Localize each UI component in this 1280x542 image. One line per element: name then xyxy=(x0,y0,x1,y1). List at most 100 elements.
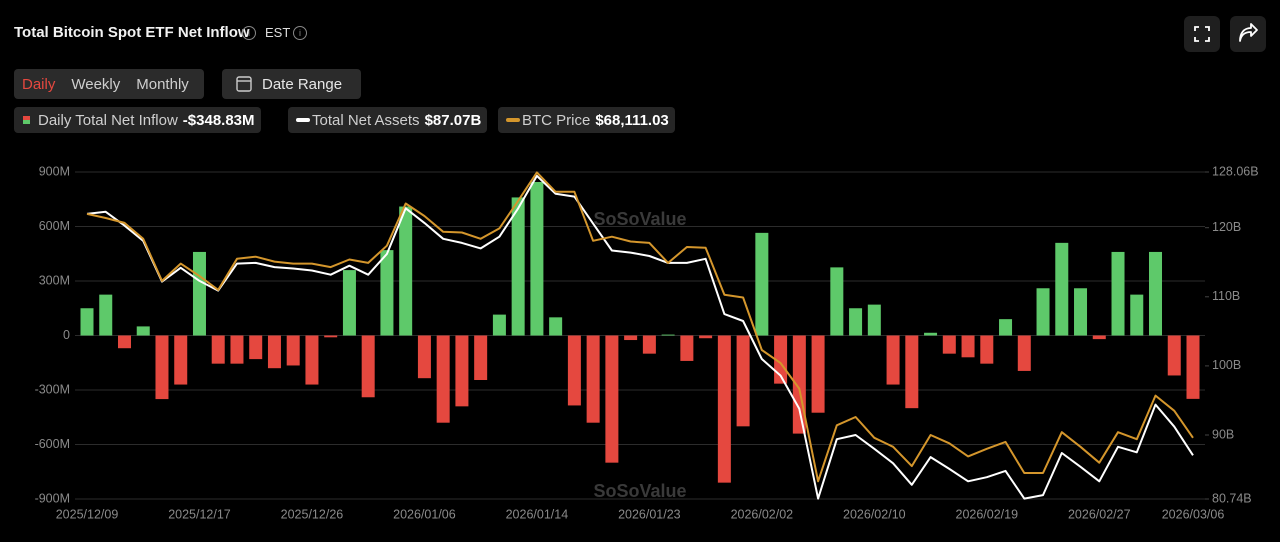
bar xyxy=(792,335,806,434)
legend-item[interactable]: BTC Price $68,111.03 xyxy=(498,107,675,133)
bar xyxy=(642,335,656,354)
bar xyxy=(717,335,731,483)
bar xyxy=(267,335,281,369)
y2-tick-label: 100B xyxy=(1212,358,1241,372)
y-tick-label: 600M xyxy=(39,219,70,233)
bar xyxy=(680,335,694,361)
y-tick-label: -900M xyxy=(35,491,70,505)
bar xyxy=(1130,294,1144,336)
fullscreen-icon xyxy=(1194,26,1210,42)
bar xyxy=(924,332,938,336)
bar xyxy=(1055,242,1069,336)
bar xyxy=(661,334,675,336)
share-button[interactable] xyxy=(1230,16,1266,52)
legend-name: Daily Total Net Inflow xyxy=(38,111,178,129)
date-range-button[interactable]: Date Range xyxy=(222,69,361,99)
bar xyxy=(624,335,638,341)
bar xyxy=(905,335,919,409)
x-tick-label: 2025/12/26 xyxy=(281,507,344,521)
bar xyxy=(567,335,581,406)
x-tick-label: 2026/02/02 xyxy=(731,507,794,521)
bar xyxy=(1092,335,1106,340)
bar xyxy=(286,335,300,366)
period-tabs: Daily Weekly Monthly xyxy=(14,69,204,99)
bar xyxy=(830,267,844,336)
bar xyxy=(530,181,544,336)
bar xyxy=(211,335,225,364)
legend-name: Total Net Assets xyxy=(312,111,420,129)
tab[interactable]: Monthly xyxy=(136,75,189,93)
y2-tick-label: 110B xyxy=(1212,289,1240,303)
bar xyxy=(1167,335,1181,376)
y-tick-label: 0 xyxy=(63,328,70,342)
legend-name: BTC Price xyxy=(522,111,591,129)
bar xyxy=(980,335,994,364)
bar xyxy=(1074,288,1088,336)
y2-tick-label: 90B xyxy=(1212,427,1234,441)
bar xyxy=(811,335,825,413)
x-tick-label: 2025/12/17 xyxy=(168,507,231,521)
bar xyxy=(1186,335,1200,399)
calendar-icon xyxy=(236,76,252,92)
x-tick-label: 2026/02/19 xyxy=(956,507,1019,521)
legend-value: $68,111.03 xyxy=(595,111,669,129)
x-tick-label: 2026/02/10 xyxy=(843,507,906,521)
tab[interactable]: Weekly xyxy=(71,75,121,93)
line xyxy=(86,171,1194,483)
bar xyxy=(305,335,319,385)
bar xyxy=(1036,288,1050,336)
info-icon[interactable]: i xyxy=(242,26,256,40)
y-tick-label: -300M xyxy=(35,382,70,396)
bar xyxy=(230,335,244,364)
bar xyxy=(886,335,900,385)
bar xyxy=(1017,335,1031,371)
bar xyxy=(117,335,131,349)
bar xyxy=(549,317,563,336)
bar xyxy=(324,335,338,338)
bar xyxy=(417,335,431,379)
bar xyxy=(455,335,469,407)
bar xyxy=(155,335,169,400)
bar xyxy=(436,335,450,423)
bar xyxy=(399,206,413,336)
bar xyxy=(999,319,1013,336)
bar xyxy=(474,335,488,381)
legend-item[interactable]: Daily Total Net Inflow -$348.83M xyxy=(14,107,261,133)
watermark: SoSoValue xyxy=(593,209,686,229)
bar xyxy=(849,308,863,336)
bar xyxy=(361,335,375,398)
bar xyxy=(961,335,975,358)
title: Total Bitcoin Spot ETF Net Inflow xyxy=(14,24,250,41)
watermark: SoSoValue xyxy=(593,481,686,501)
y2-tick-label: 80.74B xyxy=(1212,491,1252,505)
bar xyxy=(1149,251,1163,336)
bar xyxy=(755,232,769,336)
y2-tick-label: 128.06B xyxy=(1212,164,1259,178)
fullscreen-button[interactable] xyxy=(1184,16,1220,52)
legend-item[interactable]: Total Net Assets $87.07B xyxy=(288,107,488,133)
bar xyxy=(80,308,94,336)
y-tick-label: 300M xyxy=(39,273,70,287)
line xyxy=(86,174,1194,500)
tab[interactable]: Daily xyxy=(22,75,56,93)
bar xyxy=(699,335,713,339)
y-tick-label: 900M xyxy=(39,164,70,178)
bar xyxy=(192,251,206,336)
x-tick-label: 2026/03/06 xyxy=(1162,507,1225,521)
bar xyxy=(249,335,263,360)
legend-value: $87.07B xyxy=(424,111,482,129)
bar xyxy=(942,335,956,354)
bar xyxy=(99,294,113,336)
x-tick-label: 2026/02/27 xyxy=(1068,507,1131,521)
bar xyxy=(736,335,750,427)
bar xyxy=(511,197,525,336)
info-icon[interactable]: i xyxy=(293,26,307,40)
x-tick-label: 2026/01/14 xyxy=(506,507,569,521)
legend-swatch xyxy=(296,118,310,122)
timezone: EST xyxy=(265,25,291,40)
bar xyxy=(1111,251,1125,336)
bar xyxy=(342,270,356,336)
legend-swatch xyxy=(23,116,30,124)
